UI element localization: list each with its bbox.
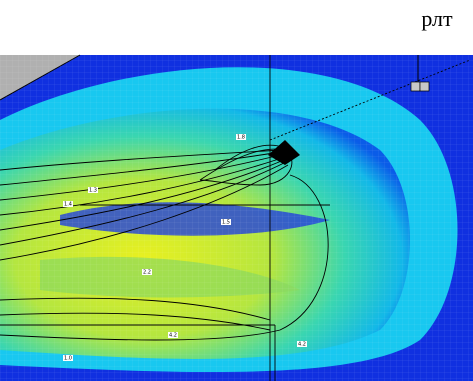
caption: рлт — [421, 6, 453, 31]
contour-label: 1.8 — [237, 135, 245, 141]
contour-label: 2.2 — [143, 270, 151, 276]
contour-label: 1.4 — [64, 202, 72, 208]
contour-label: 1.3 — [89, 188, 97, 194]
contour-label: 1.5 — [222, 220, 230, 226]
contour-label: 4.2 — [298, 342, 306, 348]
contour-label: 1.0 — [64, 356, 72, 362]
page: рлт 1.81.31.41.52.24.21.04.2 (() => { co… — [0, 0, 473, 381]
contour-label: 4.2 — [169, 333, 177, 339]
simulation-image: рлт 1.8 1.3 1.4 1.5 2.2 4.2 1.0 4.2 — [0, 0, 473, 381]
